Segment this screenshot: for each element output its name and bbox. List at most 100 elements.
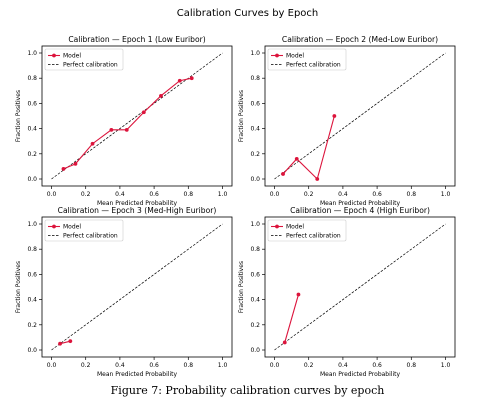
x-tick-label: 0.0 xyxy=(270,362,280,369)
legend-model-label: Model xyxy=(286,224,304,231)
model-point xyxy=(296,292,301,297)
y-axis-label: Fraction Positives xyxy=(15,261,22,313)
legend-perfect-label: Perfect calibration xyxy=(286,233,341,240)
legend-model-marker xyxy=(52,53,56,58)
x-tick-label: 0.6 xyxy=(149,362,159,369)
x-tick-label: 0.6 xyxy=(372,362,382,369)
x-tick-label: 0.4 xyxy=(115,191,125,198)
y-tick-label: 1.0 xyxy=(27,221,37,228)
x-tick-label: 0.4 xyxy=(338,191,348,198)
y-tick-label: 1.0 xyxy=(250,221,260,228)
legend-model-marker xyxy=(275,224,279,229)
y-tick-label: 0.0 xyxy=(250,347,260,354)
legend-model-label: Model xyxy=(63,53,81,60)
x-tick-label: 0.2 xyxy=(304,191,314,198)
model-point xyxy=(61,167,66,171)
model-point xyxy=(58,341,62,346)
y-tick-label: 0.8 xyxy=(27,75,37,82)
x-tick-label: 0.0 xyxy=(270,191,280,198)
x-tick-label: 0.0 xyxy=(47,362,57,369)
model-point xyxy=(177,78,182,83)
y-tick-label: 0.6 xyxy=(250,271,260,278)
model-point xyxy=(294,156,299,161)
legend-box xyxy=(267,48,347,71)
plot-frame xyxy=(41,216,233,358)
y-tick-label: 0.4 xyxy=(250,297,260,304)
y-tick-label: 0.8 xyxy=(250,75,260,82)
y-tick-label: 0.4 xyxy=(27,126,37,133)
x-tick-label: 1.0 xyxy=(218,191,228,198)
x-tick-label: 0.8 xyxy=(184,191,194,198)
subplot-3: Calibration — Epoch 3 (Med-High Euribor)… xyxy=(15,206,233,378)
legend-box xyxy=(44,48,124,71)
y-tick-label: 0.2 xyxy=(27,151,37,158)
plot-frame xyxy=(41,45,233,187)
legend-box xyxy=(267,219,347,242)
y-tick-label: 1.0 xyxy=(250,50,260,57)
y-tick-label: 0.6 xyxy=(250,100,260,107)
model-point xyxy=(109,127,114,132)
x-tick-label: 0.2 xyxy=(81,191,91,198)
subplot-title: Calibration — Epoch 3 (Med-High Euribor) xyxy=(58,206,217,215)
y-tick-label: 0.6 xyxy=(27,100,37,107)
legend-box xyxy=(44,219,124,242)
legend-model-label: Model xyxy=(286,53,304,60)
perfect-calibration-line xyxy=(51,223,223,351)
y-tick-label: 0.4 xyxy=(27,297,37,304)
perfect-calibration-line xyxy=(274,223,446,351)
x-tick-label: 0.6 xyxy=(372,191,382,198)
y-axis-label: Fraction Positives xyxy=(15,90,22,142)
model-point xyxy=(90,141,95,146)
model-point xyxy=(332,114,337,118)
model-point xyxy=(141,110,146,115)
subplot-title: Calibration — Epoch 1 (Low Euribor) xyxy=(68,35,205,44)
y-tick-label: 0.8 xyxy=(250,246,260,253)
x-tick-label: 1.0 xyxy=(441,362,451,369)
y-tick-label: 0.0 xyxy=(27,176,37,183)
x-tick-label: 0.2 xyxy=(81,362,91,369)
legend-perfect-label: Perfect calibration xyxy=(63,62,118,69)
x-tick-label: 1.0 xyxy=(218,362,228,369)
x-tick-label: 0.4 xyxy=(115,362,125,369)
y-tick-label: 1.0 xyxy=(27,50,37,57)
model-point xyxy=(315,177,320,181)
x-tick-label: 0.8 xyxy=(184,362,194,369)
model-point xyxy=(73,161,78,166)
perfect-calibration-line xyxy=(51,52,223,180)
model-point xyxy=(159,93,163,98)
model-point xyxy=(282,340,287,345)
model-line xyxy=(282,115,335,181)
perfect-calibration-line xyxy=(274,52,446,180)
subplot-1: Calibration — Epoch 1 (Low Euribor) 0.0 0.… xyxy=(15,35,233,207)
subplot-title: Calibration — Epoch 2 (Med-Low Euribor) xyxy=(282,35,438,44)
model-line xyxy=(284,294,299,343)
x-tick-label: 0.2 xyxy=(304,362,314,369)
subplot-2: Calibration — Epoch 2 (Med-Low Euribor) 0… xyxy=(238,35,456,207)
x-tick-label: 0.4 xyxy=(338,362,348,369)
y-axis-label: Fraction Positives xyxy=(238,261,245,313)
y-tick-label: 0.2 xyxy=(250,322,260,329)
x-axis-label: Mean Predicted Probability xyxy=(320,200,400,207)
plot-frame xyxy=(264,216,456,358)
model-line xyxy=(63,77,192,170)
y-axis-label: Fraction Positives xyxy=(238,90,245,142)
subplot-4: Calibration — Epoch 4 (High Euribor) 0.0 0… xyxy=(238,206,456,378)
plot-frame xyxy=(264,45,456,187)
model-point xyxy=(124,127,129,132)
y-tick-label: 0.8 xyxy=(27,246,37,253)
model-point xyxy=(68,339,73,344)
y-tick-label: 0.2 xyxy=(250,151,260,158)
legend-model-marker xyxy=(275,53,279,58)
x-axis-label: Mean Predicted Probability xyxy=(97,200,177,207)
y-tick-label: 0.4 xyxy=(250,126,260,133)
y-tick-label: 0.2 xyxy=(27,322,37,329)
y-tick-label: 0.0 xyxy=(27,347,37,354)
x-tick-label: 1.0 xyxy=(441,191,451,198)
x-tick-label: 0.8 xyxy=(407,191,417,198)
model-point xyxy=(281,172,285,176)
legend-model-label: Model xyxy=(63,224,81,231)
legend-perfect-label: Perfect calibration xyxy=(63,233,118,240)
y-tick-label: 0.6 xyxy=(27,271,37,278)
